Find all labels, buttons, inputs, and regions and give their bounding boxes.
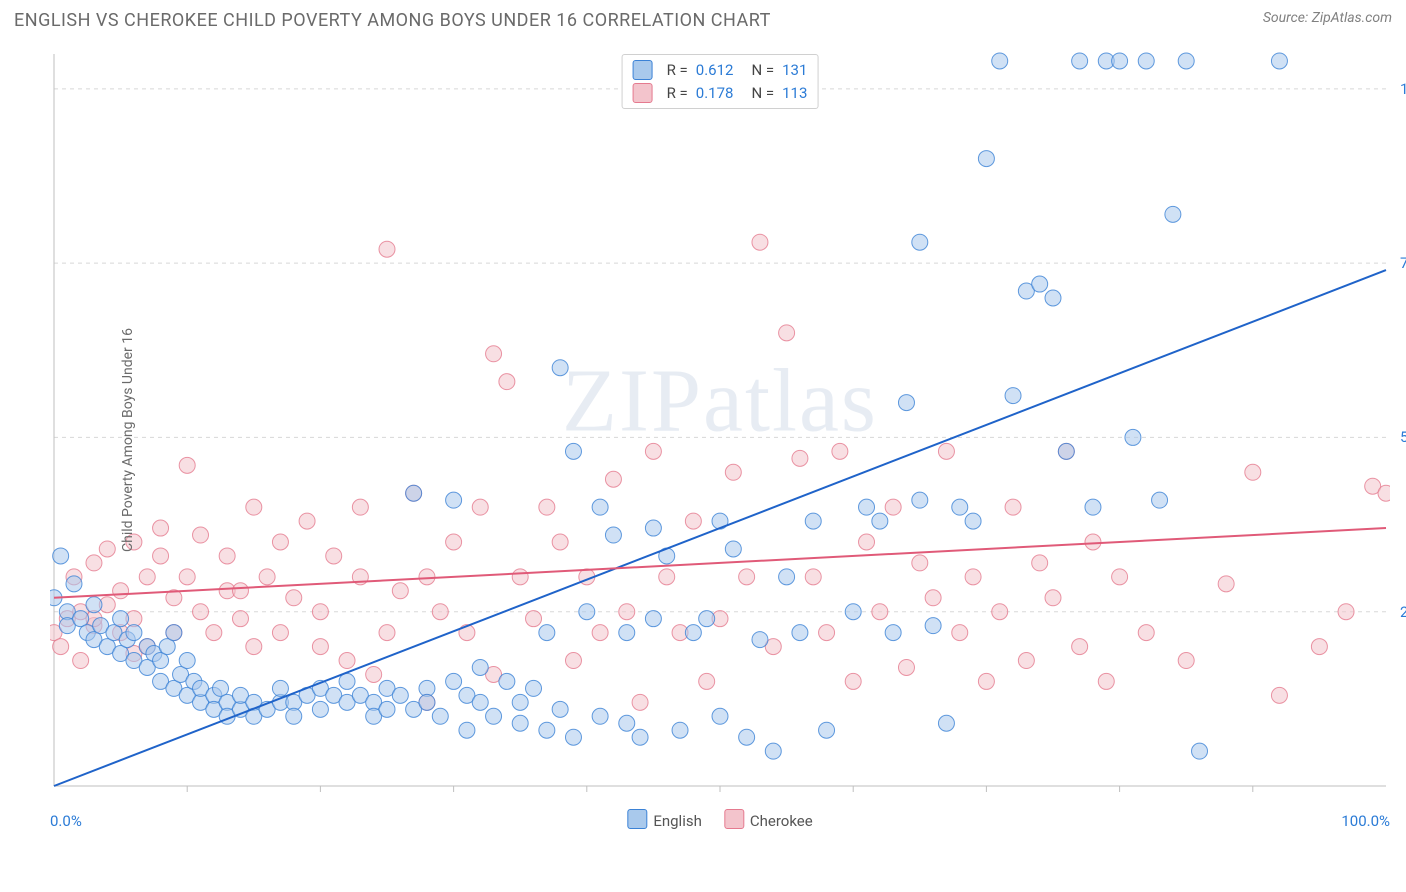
chart-area: Child Poverty Among Boys Under 16 ZIPatl… <box>50 50 1390 830</box>
x-max-label: 100.0% <box>1341 812 1390 830</box>
stat-n-value: 113 <box>782 82 807 105</box>
legend-item: Cherokee <box>724 809 813 830</box>
legend-swatch <box>627 809 647 829</box>
series-swatch <box>633 83 653 103</box>
chart-title: ENGLISH VS CHEROKEE CHILD POVERTY AMONG … <box>14 10 771 31</box>
y-tick-label: 50.0% <box>1400 428 1406 446</box>
stat-r-label: R = <box>667 82 688 105</box>
legend-swatch <box>724 809 744 829</box>
stats-row: R = 0.178 N = 113 <box>633 82 808 105</box>
header: ENGLISH VS CHEROKEE CHILD POVERTY AMONG … <box>0 0 1406 35</box>
y-tick-label: 75.0% <box>1400 254 1406 272</box>
legend-label: English <box>653 812 702 830</box>
stat-r-label: R = <box>667 59 688 82</box>
stats-row: R = 0.612 N = 131 <box>633 59 808 82</box>
y-tick-label: 25.0% <box>1400 603 1406 621</box>
stats-legend-box: R = 0.612 N = 131 R = 0.178 N = 113 <box>622 54 819 109</box>
scatter-plot <box>50 50 1390 810</box>
legend-item: English <box>627 809 702 830</box>
legend-label: Cherokee <box>750 812 813 830</box>
source-label: Source: ZipAtlas.com <box>1263 10 1392 26</box>
x-min-label: 0.0% <box>50 812 82 830</box>
stat-n-label: N = <box>751 82 774 105</box>
stat-r-value: 0.612 <box>696 59 734 82</box>
stat-r-value: 0.178 <box>696 82 734 105</box>
series-swatch <box>633 60 653 80</box>
y-axis-label: Child Poverty Among Boys Under 16 <box>120 328 136 552</box>
y-tick-label: 100.0% <box>1400 80 1406 98</box>
stat-n-value: 131 <box>782 59 807 82</box>
stat-n-label: N = <box>751 59 774 82</box>
legend-bottom: English Cherokee <box>627 809 812 830</box>
